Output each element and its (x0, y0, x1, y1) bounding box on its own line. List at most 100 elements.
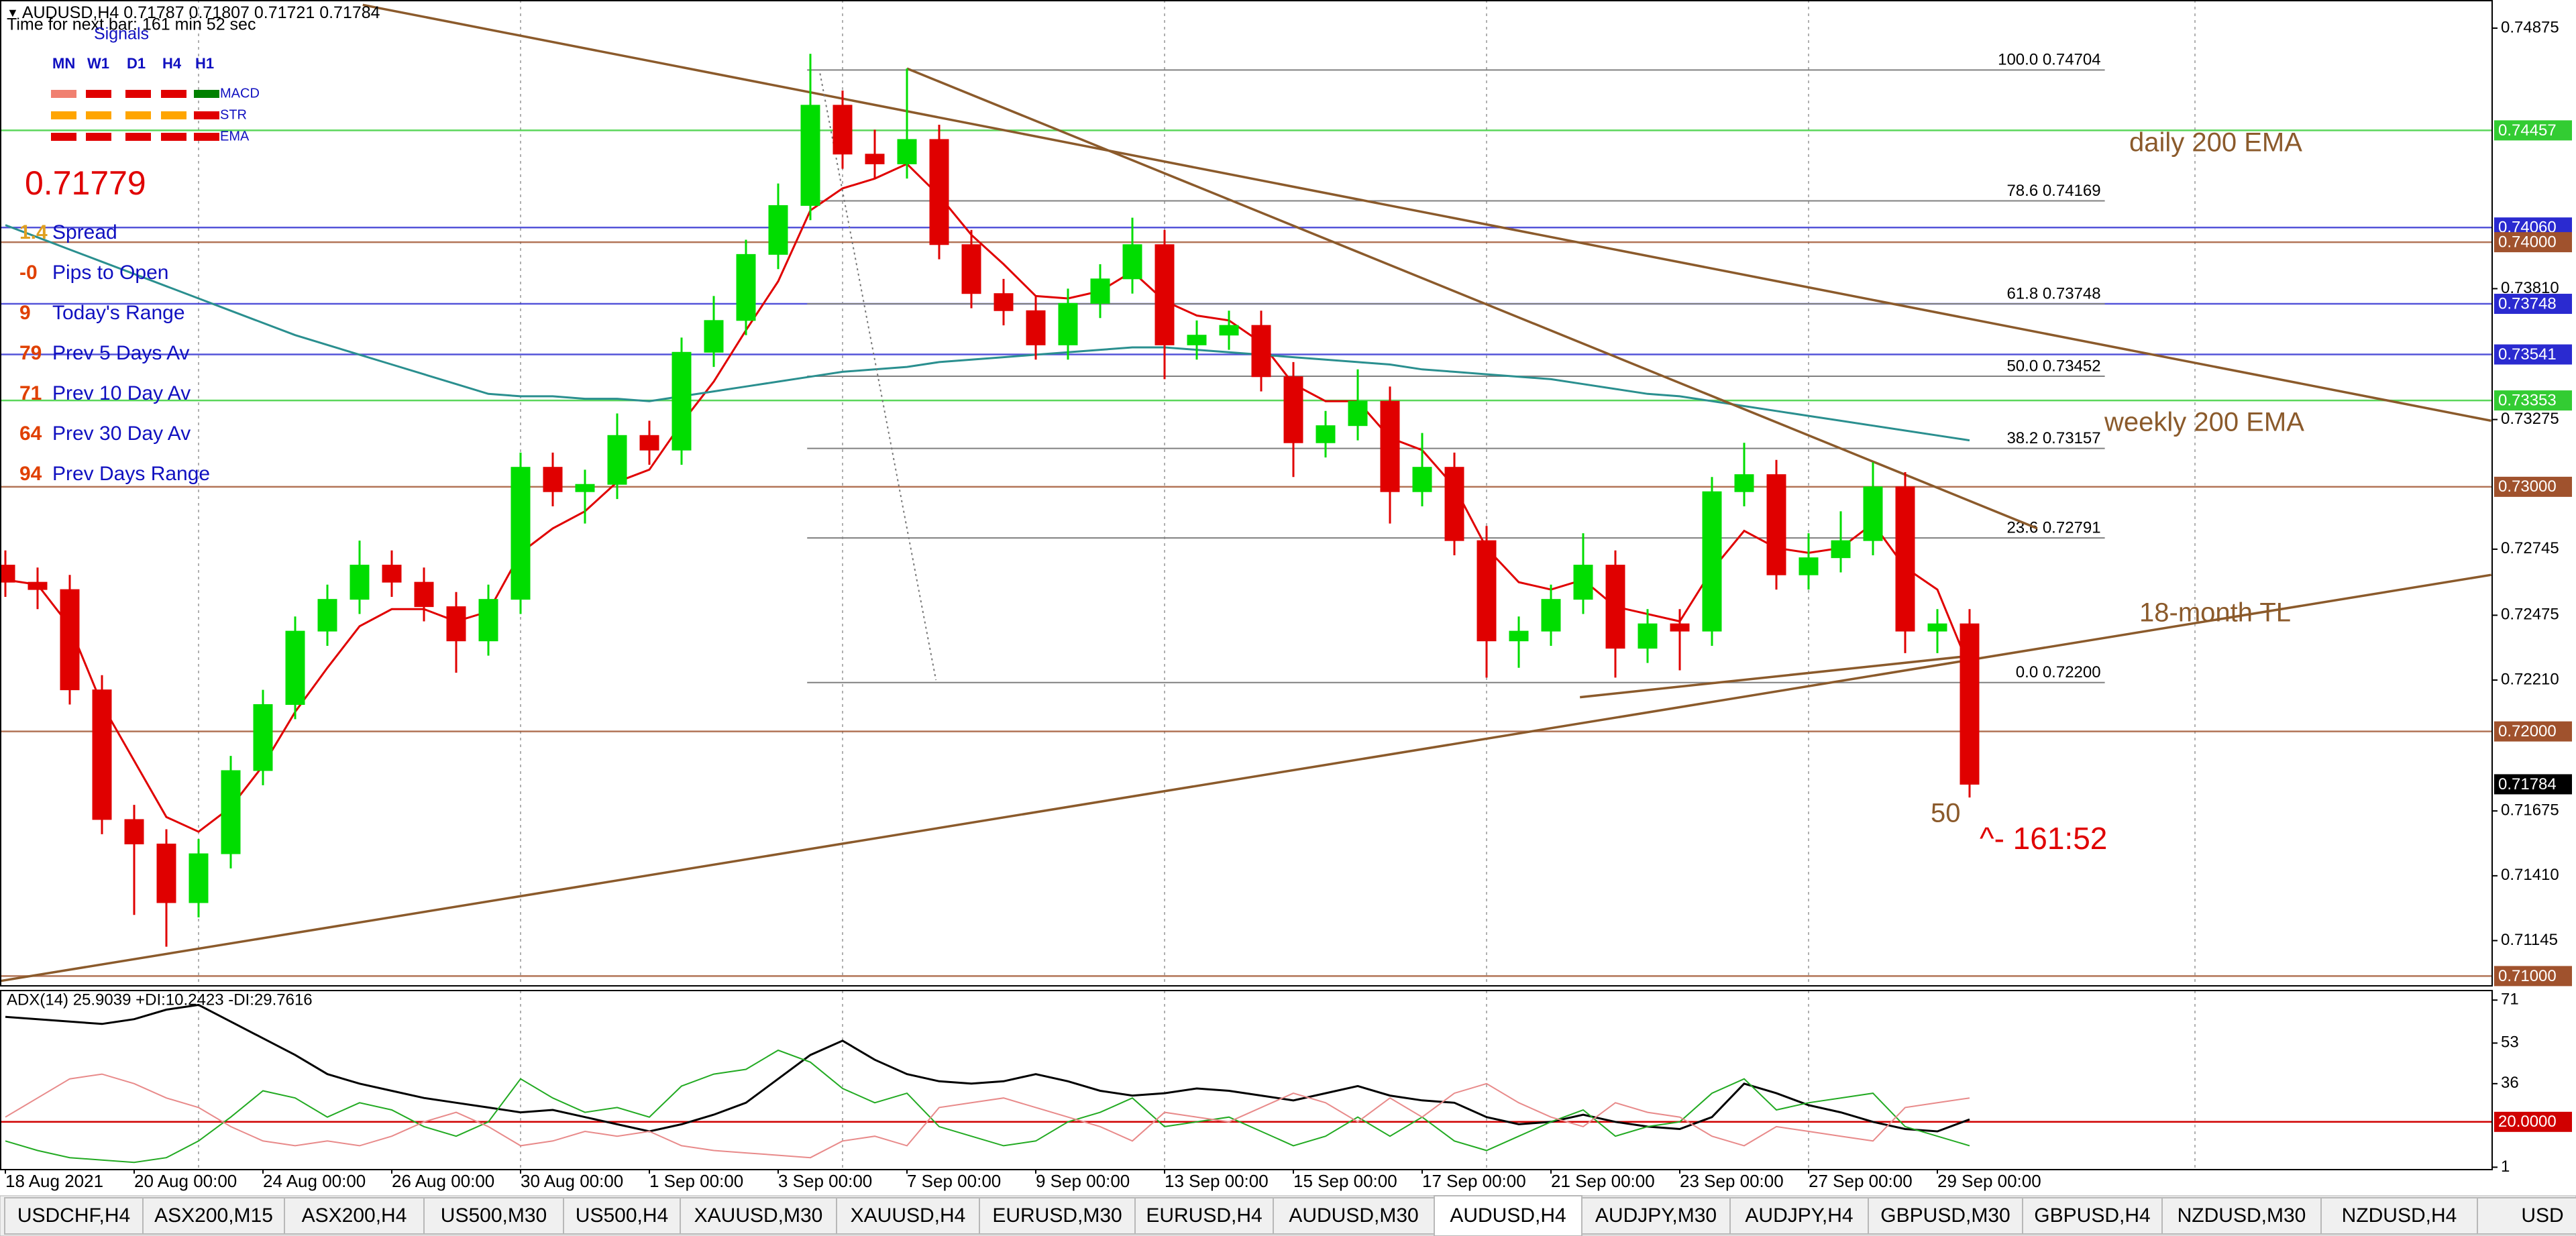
price-box (2494, 966, 2572, 987)
candle-body (1927, 623, 1947, 632)
stat-label: Spread (52, 221, 117, 243)
stat-value: 71 (19, 382, 42, 404)
y-tick-label: 0.72210 (2501, 670, 2559, 688)
tab-label[interactable]: AUDJPY,M30 (1595, 1204, 1717, 1227)
tab-label[interactable]: NZDUSD,H4 (2342, 1204, 2457, 1227)
candle-body (1509, 630, 1529, 642)
tab-strip: USDCHF,H4 ASX200,M15 ASX200,H4 US500,M30 US5… (4, 1195, 2576, 1236)
stat-value: -0 (19, 262, 38, 284)
y-tick-label: 0.71145 (2501, 931, 2558, 949)
tab[interactable] (563, 1197, 681, 1235)
candle-body (156, 843, 176, 903)
price-box-label: 0.74457 (2498, 121, 2557, 139)
tab[interactable] (2161, 1197, 2322, 1235)
candle-body (1380, 400, 1400, 492)
stat-value: 9 (19, 302, 31, 324)
trendline (1580, 654, 1973, 699)
tab-label[interactable]: GBPUSD,M30 (1880, 1204, 2010, 1227)
stat-value: 79 (19, 342, 42, 364)
stat-label: Prev 10 Day Av (52, 382, 191, 404)
tab-label[interactable]: XAUUSD,H4 (851, 1204, 966, 1227)
signal-dash (51, 111, 76, 119)
stat-label: Prev Days Range (52, 463, 210, 485)
trendline (819, 73, 937, 681)
tab[interactable] (2320, 1197, 2478, 1235)
tab[interactable] (1729, 1197, 1869, 1235)
tab-label[interactable]: ASX200,H4 (302, 1204, 407, 1227)
stat-value: 1.4 (19, 221, 48, 243)
tab-label[interactable]: AUDUSD,M30 (1289, 1204, 1418, 1227)
current-price: 0.71779 (25, 164, 146, 202)
candle-body (607, 435, 627, 485)
x-tick-label: 26 Aug 00:00 (392, 1171, 494, 1191)
tab-label[interactable]: ASX200,M15 (154, 1204, 273, 1227)
tab[interactable] (836, 1197, 980, 1235)
tab[interactable] (2022, 1197, 2163, 1235)
tab[interactable] (979, 1197, 1136, 1235)
x-tick-label: 17 Sep 00:00 (1422, 1171, 1526, 1191)
tab[interactable] (2477, 1197, 2576, 1235)
tab[interactable] (1134, 1197, 1274, 1235)
candle-body (1670, 623, 1690, 632)
tab-label[interactable]: GBPUSD,H4 (2034, 1204, 2150, 1227)
tab[interactable] (423, 1197, 564, 1235)
trendline (362, 3, 2491, 423)
candle-body (1219, 325, 1239, 336)
candle-body (446, 606, 466, 642)
candle-body (1702, 491, 1722, 632)
tab-label[interactable]: EURUSD,H4 (1146, 1204, 1262, 1227)
tab[interactable] (142, 1197, 285, 1235)
candle-body (575, 484, 595, 492)
tab-label[interactable]: USD (2521, 1204, 2563, 1227)
trendline (0, 573, 2491, 982)
annotation: ^- 161:52 (1980, 821, 2107, 856)
trendline (906, 67, 2038, 530)
symbol-header: ▼ AUDUSD,H4 0.71787 0.71807 0.71721 0.71… (7, 3, 380, 22)
tab-label[interactable]: NZDUSD,M30 (2178, 1204, 2306, 1227)
tab[interactable] (4, 1197, 144, 1235)
stat-value: 94 (19, 463, 42, 485)
tab[interactable] (1581, 1197, 1731, 1235)
price-box-label: 0.73541 (2498, 345, 2557, 363)
tab-label[interactable]: USDCHF,H4 (17, 1204, 130, 1227)
x-tick-label: 20 Aug 00:00 (134, 1171, 237, 1191)
y-tick-label: 1 (2501, 1158, 2510, 1176)
signal-dash (125, 90, 151, 98)
indicator-line (5, 1049, 1970, 1164)
tab-label[interactable]: US500,M30 (441, 1204, 547, 1227)
candle-body (478, 599, 498, 642)
price-box (2494, 1111, 2572, 1132)
stat-label: Today's Range (52, 302, 185, 324)
candle-body (865, 154, 885, 164)
tab[interactable] (284, 1197, 425, 1235)
candle-body (994, 293, 1014, 311)
candle-body (1251, 325, 1271, 378)
indicator-label: EMA (220, 129, 250, 144)
tab-label[interactable]: AUDJPY,H4 (1745, 1204, 1853, 1227)
tab-label[interactable]: US500,H4 (576, 1204, 668, 1227)
indicator-title: ADX(14) 25.9039 +DI:10.2423 -DI:29.7616 (7, 991, 313, 1009)
stat-label: Prev 30 Day Av (52, 423, 191, 445)
x-tick-label: 18 Aug 2021 (5, 1171, 103, 1191)
tab[interactable] (1434, 1195, 1582, 1236)
tab[interactable] (680, 1197, 837, 1235)
x-tick-label: 9 Sep 00:00 (1036, 1171, 1130, 1191)
timeframe-label: D1 (127, 55, 146, 72)
price-box-label: 0.73000 (2498, 477, 2557, 496)
moving-average (5, 224, 1970, 442)
candle-body (1187, 335, 1207, 345)
fib-label: 61.8 0.73748 (2006, 284, 2100, 302)
tab-label[interactable]: XAUUSD,M30 (694, 1204, 823, 1227)
fib-label: 78.6 0.74169 (2006, 182, 2100, 200)
candle-body (800, 105, 820, 206)
tab-label[interactable]: EURUSD,M30 (992, 1204, 1122, 1227)
candle-body (1605, 565, 1625, 649)
candle-body (1122, 244, 1142, 280)
candle-body (1155, 244, 1175, 345)
y-tick-label: 20.0000 (2498, 1113, 2557, 1131)
moving-average (5, 162, 1971, 833)
candle-body (736, 254, 756, 321)
tab-label[interactable]: AUDUSD,H4 (1450, 1204, 1566, 1227)
candle-body (350, 565, 370, 600)
